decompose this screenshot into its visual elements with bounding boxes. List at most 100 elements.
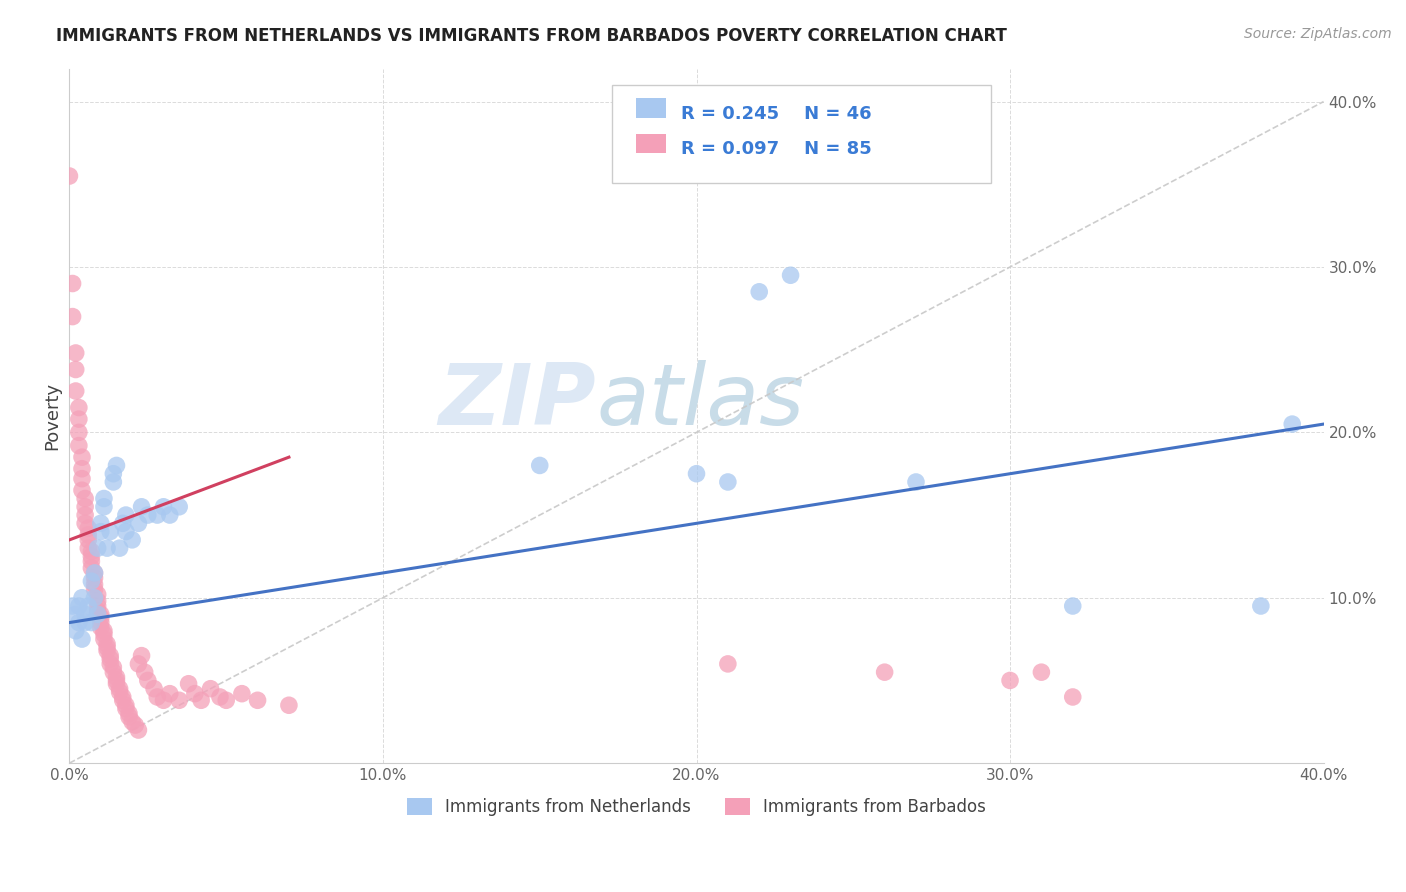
Text: IMMIGRANTS FROM NETHERLANDS VS IMMIGRANTS FROM BARBADOS POVERTY CORRELATION CHAR: IMMIGRANTS FROM NETHERLANDS VS IMMIGRANT… (56, 27, 1007, 45)
Point (65, 607, 87, 622)
Point (86, 541, 108, 555)
Point (159, 508, 181, 522)
Point (748, 285, 770, 299)
Point (103, 665, 125, 680)
Point (70, 462, 93, 476)
Point (90, 524, 112, 539)
Point (121, 533, 143, 547)
Point (90, 607, 112, 622)
Point (77, 541, 100, 555)
Point (108, 685, 131, 699)
Point (115, 508, 138, 522)
Point (529, 458, 551, 473)
Point (83, 566, 105, 580)
Point (717, 475, 740, 489)
Point (83, 577, 105, 591)
Point (873, 665, 896, 680)
Point (80, 549, 103, 564)
Point (90, 620, 112, 634)
Point (159, 687, 181, 701)
Point (167, 500, 190, 514)
Point (231, 687, 253, 701)
Point (96, 643, 118, 657)
Point (717, 657, 740, 671)
Point (70, 450, 93, 465)
Point (1062, 690, 1084, 704)
Point (115, 524, 138, 539)
Point (115, 698, 138, 713)
Point (103, 467, 125, 481)
Point (86, 587, 108, 601)
Text: ZIP: ZIP (439, 360, 596, 443)
Point (62, 310, 84, 324)
Point (67, 439, 90, 453)
Point (80, 574, 103, 589)
Point (1062, 599, 1084, 613)
Point (75, 508, 97, 522)
Point (152, 693, 174, 707)
Point (86, 607, 108, 622)
Point (685, 467, 707, 481)
Point (75, 500, 97, 514)
Point (65, 384, 87, 398)
Point (136, 673, 159, 688)
Point (127, 516, 149, 531)
Point (105, 677, 128, 691)
Point (90, 610, 112, 624)
Legend: Immigrants from Netherlands, Immigrants from Barbados: Immigrants from Netherlands, Immigrants … (399, 789, 994, 824)
Point (77, 528, 100, 542)
Point (62, 599, 84, 613)
Point (190, 693, 212, 707)
Point (83, 571, 105, 585)
Point (93, 624, 115, 638)
Text: R = 0.245    N = 46: R = 0.245 N = 46 (681, 105, 872, 123)
Point (96, 637, 118, 651)
Point (80, 554, 103, 568)
Point (105, 458, 128, 473)
Point (136, 508, 159, 522)
Point (98, 648, 121, 663)
Point (115, 701, 138, 715)
Point (1281, 417, 1303, 431)
Point (75, 491, 97, 506)
Point (75, 615, 97, 630)
Point (146, 690, 169, 704)
Point (121, 714, 143, 729)
Point (75, 516, 97, 531)
Point (80, 561, 103, 575)
Point (93, 491, 115, 506)
Point (152, 500, 174, 514)
Point (146, 508, 169, 522)
Point (83, 566, 105, 580)
Point (246, 693, 269, 707)
Point (167, 693, 190, 707)
Point (96, 640, 118, 655)
Point (98, 652, 121, 666)
Point (65, 624, 87, 638)
Point (70, 591, 93, 605)
Point (93, 632, 115, 646)
Point (134, 665, 156, 680)
Point (77, 521, 100, 535)
Point (77, 533, 100, 547)
Point (177, 677, 200, 691)
Point (70, 472, 93, 486)
Point (108, 541, 131, 555)
Point (80, 544, 103, 558)
Point (70, 632, 93, 646)
Point (86, 599, 108, 613)
Point (83, 582, 105, 597)
Point (70, 483, 93, 498)
Point (1031, 665, 1053, 680)
Point (62, 277, 84, 291)
Point (67, 615, 90, 630)
Point (118, 710, 141, 724)
Point (118, 706, 141, 721)
Point (98, 524, 121, 539)
Point (779, 268, 801, 283)
Text: Source: ZipAtlas.com: Source: ZipAtlas.com (1244, 27, 1392, 41)
Point (131, 648, 153, 663)
Point (111, 516, 134, 531)
Point (93, 500, 115, 514)
Point (215, 693, 238, 707)
